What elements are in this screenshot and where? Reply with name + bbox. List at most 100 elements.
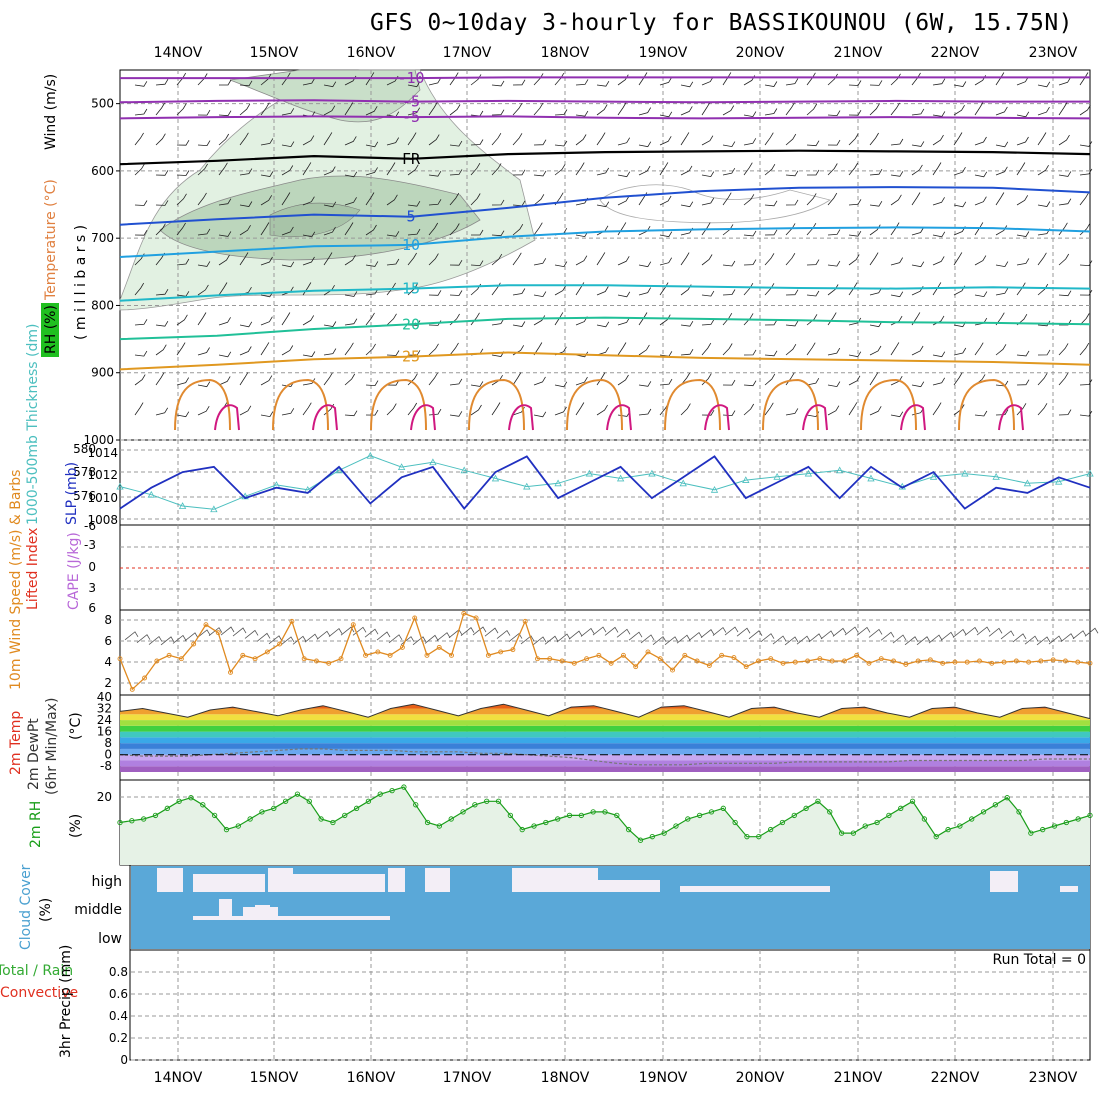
- wind-barb: [197, 347, 210, 356]
- wind10-tick-label: 4: [104, 655, 112, 669]
- wind-barb: [722, 105, 735, 116]
- thickness-marker: [1086, 469, 1094, 477]
- wind-barb: [470, 162, 481, 176]
- wind-barb: [449, 169, 463, 176]
- thickness-marker: [116, 482, 124, 490]
- wind-barb: [743, 230, 757, 237]
- wind10-barb: [1036, 636, 1051, 646]
- wind-barb: [1037, 164, 1049, 176]
- rh-marker: [247, 816, 253, 822]
- dewpt-label-group: 2m DewPt: [26, 718, 42, 790]
- wind-barb: [995, 344, 1007, 356]
- wind-barb: [512, 223, 524, 236]
- wind-barb: [1079, 313, 1090, 326]
- wind-barb: [260, 73, 272, 86]
- temp-line: [119, 703, 1091, 720]
- thickness-marker: [1055, 477, 1063, 485]
- wind-barb: [260, 138, 274, 146]
- wind-barb: [260, 411, 274, 418]
- wind10-marker: [878, 656, 884, 662]
- wind-barb: [491, 132, 502, 146]
- wind-barb: [659, 257, 673, 266]
- wind-barb: [680, 106, 693, 116]
- wind10-marker: [768, 656, 774, 662]
- wind10-barb: [424, 634, 439, 644]
- wind-barb: [239, 201, 253, 207]
- wind-barb: [155, 223, 166, 236]
- rh-marker: [365, 798, 372, 804]
- wind-barb: [827, 284, 839, 296]
- wind-barb: [596, 372, 606, 386]
- wind-barb: [722, 141, 736, 148]
- wind-barb: [176, 139, 190, 146]
- wind-barb: [323, 201, 337, 208]
- wind-barb: [806, 193, 817, 206]
- temp-band: [120, 737, 1090, 744]
- wind-barb: [302, 196, 315, 206]
- wind10-marker: [633, 664, 639, 670]
- wind10-barb: [892, 634, 907, 644]
- date-label-bottom: 14NOV: [154, 1070, 203, 1086]
- rh-marker: [696, 812, 703, 819]
- wind-barb: [239, 252, 249, 266]
- wind-barb: [806, 222, 817, 236]
- wind10-marker: [657, 656, 663, 662]
- thickness-marker: [804, 469, 813, 477]
- temp-tick-label: 0: [104, 748, 112, 762]
- wind10-barb: [868, 628, 883, 638]
- wind-barb: [1079, 223, 1090, 236]
- wind-barb: [344, 291, 358, 297]
- rh-line: [119, 786, 1091, 841]
- wind-barb: [1016, 379, 1030, 386]
- rh2m-axis-label: 2m RH: [28, 801, 44, 848]
- wind10-tick-label: 6: [104, 634, 112, 648]
- wind10-marker: [915, 658, 921, 664]
- wind-barb: [785, 372, 795, 386]
- date-label-bottom: 23NOV: [1029, 1070, 1078, 1086]
- rh-marker: [235, 823, 241, 829]
- wind10-barb: [796, 635, 811, 645]
- wind-barb: [764, 350, 778, 357]
- wind-barb: [890, 73, 901, 86]
- thickness-tick-label: 580: [73, 442, 96, 456]
- wind-barb: [659, 231, 673, 238]
- thickness-tick-label: 576: [73, 489, 96, 503]
- wind-barb: [344, 197, 357, 206]
- lifted-tick-label: 0: [88, 560, 96, 574]
- wind-barb: [701, 222, 711, 236]
- wind-barb: [365, 141, 379, 148]
- wind-barb: [617, 195, 630, 206]
- wind10-marker: [854, 652, 860, 658]
- wind-barb: [911, 227, 924, 236]
- precip-tick-label: 0.4: [109, 1009, 128, 1023]
- wind10-barb: [568, 630, 583, 640]
- rh-marker: [424, 819, 431, 826]
- wind-barb: [827, 110, 841, 117]
- wind-barb: [218, 254, 230, 266]
- wind-barb: [407, 373, 418, 386]
- wind-barb: [827, 260, 841, 267]
- wind-barb: [743, 111, 757, 118]
- wind-barb: [911, 345, 924, 356]
- wind-barb: [575, 351, 589, 358]
- wind10-marker: [535, 656, 540, 662]
- wind10-marker: [903, 661, 909, 667]
- contour-25: [272, 378, 329, 431]
- isotherm-label: -5: [402, 93, 420, 111]
- wind-barb: [197, 312, 207, 326]
- rh-marker: [448, 816, 454, 822]
- wind10-barb: [976, 626, 991, 636]
- rh-marker: [909, 798, 916, 804]
- wind-barb: [995, 141, 1009, 148]
- temp-band: [120, 748, 1090, 755]
- wind10-barb: [736, 627, 751, 637]
- rh-marker: [531, 823, 537, 829]
- wind-barb: [386, 258, 400, 266]
- wind10-marker: [326, 660, 332, 666]
- wind-barb: [827, 347, 841, 356]
- rh-marker: [484, 798, 490, 804]
- wind-barb: [995, 72, 1005, 86]
- wind-barb: [932, 162, 942, 176]
- wind-barb: [281, 261, 295, 268]
- wind-barb: [659, 351, 673, 357]
